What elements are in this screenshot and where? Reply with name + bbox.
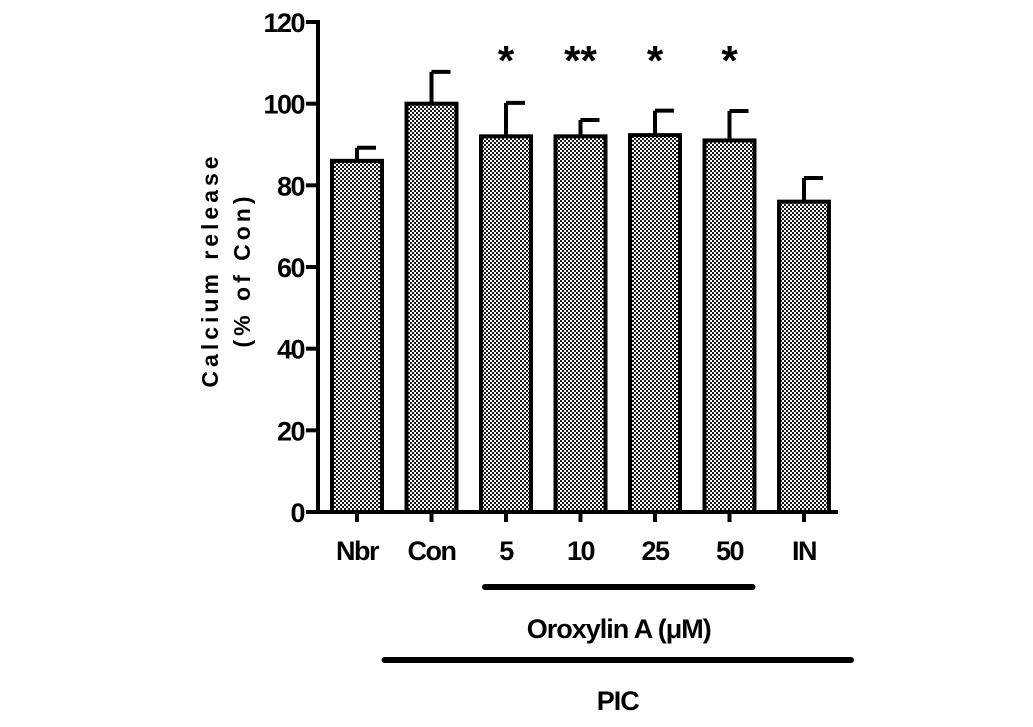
labels: Calcium release (% of Con) [197, 152, 255, 387]
bar [702, 138, 757, 515]
significance-mark: * [721, 37, 738, 84]
significance-mark: * [647, 37, 664, 84]
group-brackets: Oroxylin A (μM) PIC [381, 584, 854, 716]
y-tick-label: 40 [277, 335, 305, 365]
x-tick-label: 10 [567, 536, 595, 566]
y-tick-label: 60 [277, 253, 305, 283]
x-tick-label: 25 [641, 536, 670, 566]
y-tick-label: 20 [277, 416, 305, 446]
y-tick-label: 120 [263, 8, 304, 38]
y-axis-label-line2: (% of Con) [229, 193, 255, 348]
y-tick-label: 100 [263, 90, 304, 120]
y-axis-label-line1: Calcium release [197, 152, 223, 387]
x-tick-label: 50 [716, 536, 744, 566]
x-tick-label: IN [792, 536, 816, 566]
bar [330, 158, 384, 514]
y-tick-label: 0 [290, 498, 304, 528]
x-tick-label: Con [408, 536, 456, 566]
significance-mark: * [498, 37, 515, 84]
bar [628, 133, 682, 514]
x-tick-label: 5 [499, 536, 514, 566]
significance-mark: ** [564, 37, 597, 84]
y-tick-label: 80 [277, 171, 305, 201]
bar [553, 134, 608, 514]
bar [404, 101, 459, 515]
bar [479, 134, 533, 514]
bars: * ** * * [330, 37, 831, 515]
group-label: Oroxylin A (μM) [527, 614, 711, 644]
axes: 0 20 40 60 80 100 120 Nbr Con 5 10 25 50 IN [263, 8, 838, 566]
bar [777, 199, 831, 515]
group-label: PIC [597, 686, 640, 716]
x-tick-label: Nbr [336, 536, 380, 566]
